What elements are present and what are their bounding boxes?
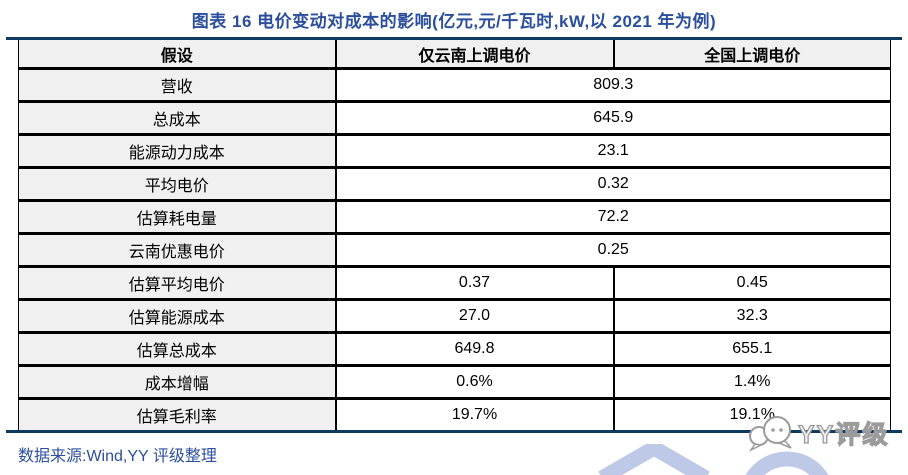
cost-impact-table-wrap: 假设 仅云南上调电价 全国上调电价 营收 809.3 总成本 645.9 能源动力成本 2…: [18, 40, 891, 430]
chat-bubbles-logo-icon: [748, 416, 792, 452]
table-row: 平均电价 0.32: [18, 167, 891, 202]
row-label: 营收: [18, 68, 337, 103]
row-value: 0.32: [334, 167, 891, 202]
row-value: 0.45: [612, 266, 891, 301]
row-label: 估算耗电量: [18, 200, 337, 235]
row-value: 32.3: [612, 299, 891, 334]
table-row: 营收 809.3: [18, 68, 891, 103]
row-label: 估算总成本: [18, 332, 337, 367]
header-row: 假设 仅云南上调电价 全国上调电价: [18, 40, 891, 70]
table-row: 估算总成本 649.8 655.1: [18, 332, 891, 367]
table-row: 估算能源成本 27.0 32.3: [18, 299, 891, 334]
table-row: 能源动力成本 23.1: [18, 134, 891, 169]
table-row: 成本增幅 0.6% 1.4%: [18, 365, 891, 400]
header-yunnan-only: 仅云南上调电价: [334, 40, 615, 70]
row-value: 0.37: [334, 266, 615, 301]
table-row: 估算平均电价 0.37 0.45: [18, 266, 891, 301]
row-label: 估算能源成本: [18, 299, 337, 334]
row-value: 649.8: [334, 332, 615, 367]
row-label: 成本增幅: [18, 365, 337, 400]
header-nationwide: 全国上调电价: [612, 40, 891, 70]
row-value: 1.4%: [612, 365, 891, 400]
yy-rating-watermark: YY评级: [746, 412, 889, 454]
faint-blue-watermark: [598, 444, 829, 475]
row-label: 平均电价: [18, 167, 337, 202]
row-value: 19.7%: [334, 398, 615, 430]
row-value: 655.1: [612, 332, 891, 367]
row-value: 0.25: [334, 233, 891, 268]
row-value: 809.3: [334, 68, 891, 103]
watermark-label: YY评级: [797, 420, 890, 449]
row-label: 估算毛利率: [18, 398, 337, 430]
row-value: 19.1%: [612, 398, 891, 430]
table-row: 总成本 645.9: [18, 101, 891, 136]
top-rule: [6, 37, 902, 40]
row-label: 总成本: [18, 101, 337, 136]
bottom-rule: [6, 430, 902, 433]
cost-impact-table: 假设 仅云南上调电价 全国上调电价 营收 809.3 总成本 645.9 能源动力成本 2…: [18, 40, 891, 430]
row-value: 23.1: [334, 134, 891, 169]
row-label: 云南优惠电价: [18, 233, 337, 268]
header-assumption: 假设: [18, 40, 337, 70]
row-value: 0.6%: [334, 365, 615, 400]
figure-title: 图表 16 电价变动对成本的影响(亿元,元/千瓦时,kW,以 2021 年为例): [191, 12, 717, 31]
row-value: 72.2: [334, 200, 891, 235]
table-row: 云南优惠电价 0.25: [18, 233, 891, 268]
row-value: 645.9: [334, 101, 891, 136]
row-label: 估算平均电价: [18, 266, 337, 301]
table-row: 估算毛利率 19.7% 19.1%: [18, 398, 891, 430]
table-body: 营收 809.3 总成本 645.9 能源动力成本 23.1 平均电价 0.32 估算耗电量 72…: [18, 68, 891, 430]
row-label: 能源动力成本: [18, 134, 337, 169]
table-row: 估算耗电量 72.2: [18, 200, 891, 235]
row-value: 27.0: [334, 299, 615, 334]
data-source-line: 数据来源:Wind,YY 评级整理: [18, 448, 217, 465]
